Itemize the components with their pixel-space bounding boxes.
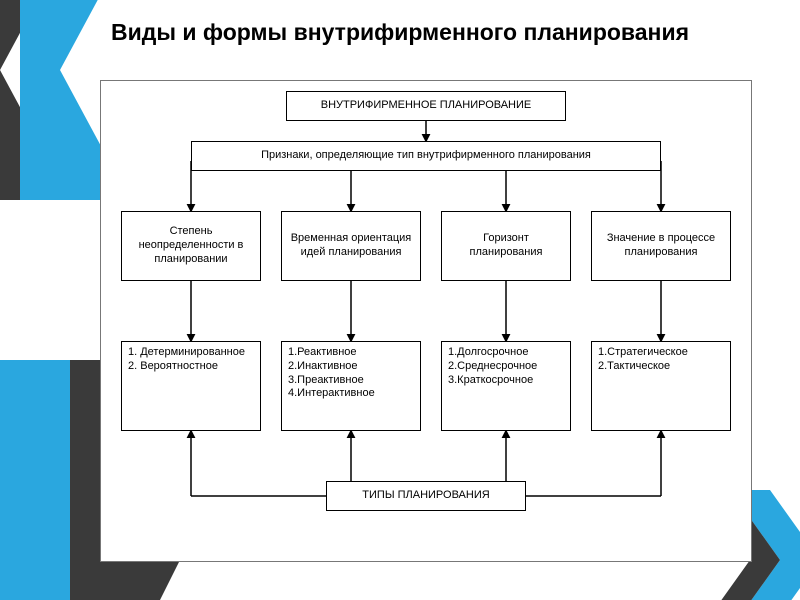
node-root: ВНУТРИФИРМЕННОЕ ПЛАНИРОВАНИЕ <box>286 91 566 121</box>
node-l4: 1.Стратегическое 2.Тактическое <box>591 341 731 431</box>
node-c1: Степень неопределенности в планировании <box>121 211 261 281</box>
diagram-canvas: ВНУТРИФИРМЕННОЕ ПЛАНИРОВАНИЕ Признаки, оп… <box>100 80 752 562</box>
node-attrs: Признаки, определяющие тип внутрифирменн… <box>191 141 661 171</box>
node-types: ТИПЫ ПЛАНИРОВАНИЯ <box>326 481 526 511</box>
node-l2: 1.Реактивное 2.Инактивное 3.Преактивное … <box>281 341 421 431</box>
node-l3: 1.Долгосрочное 2.Среднесрочное 3.Краткос… <box>441 341 571 431</box>
slide: Виды и формы внутрифирменного планирован… <box>0 0 800 600</box>
node-c2: Временная ориентация идей планирования <box>281 211 421 281</box>
node-c3: Горизонт планирования <box>441 211 571 281</box>
page-title: Виды и формы внутрифирменного планирован… <box>0 18 800 47</box>
node-c4: Значение в процессе планирования <box>591 211 731 281</box>
node-l1: 1. Детерминированное 2. Вероятностное <box>121 341 261 431</box>
